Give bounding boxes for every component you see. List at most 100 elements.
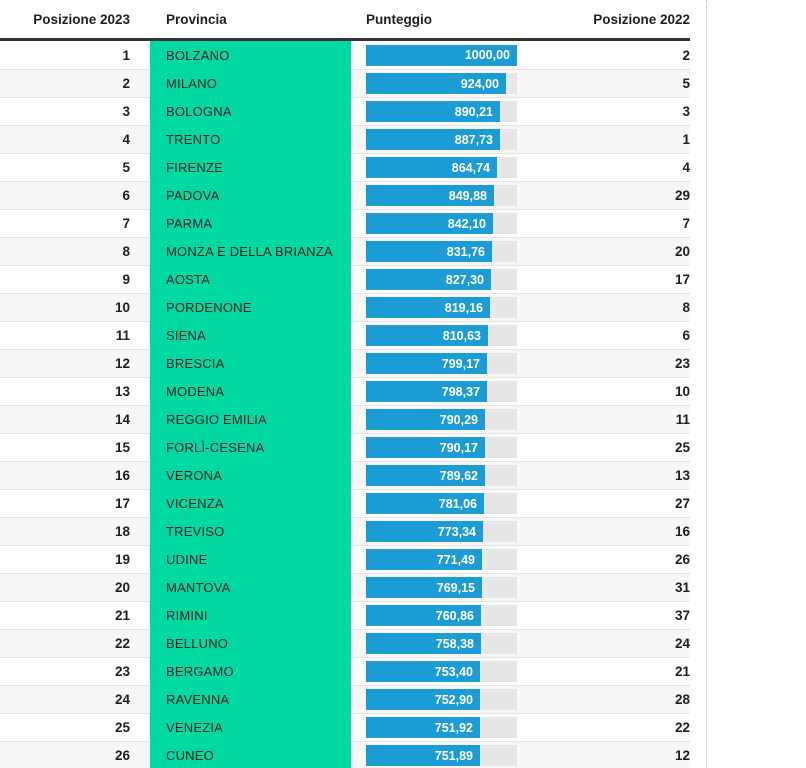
provincia-name: VICENZA (166, 495, 224, 511)
table-row: 17 VICENZA 781,06 27 (0, 489, 690, 517)
pos2023-value: 4 (122, 132, 130, 147)
table-body: 1 BOLZANO 1000,00 2 2 MILANO 924,00 (0, 41, 690, 768)
punteggio-value: 890,21 (454, 104, 493, 119)
punteggio-bar-track: 790,29 (366, 409, 517, 430)
pos2023-cell: 15 (0, 433, 150, 461)
pos2022-value: 31 (674, 580, 690, 595)
pos2022-value: 25 (674, 440, 690, 455)
punteggio-cell: 849,88 (351, 181, 551, 209)
punteggio-bar-fill: 1000,00 (366, 44, 517, 66)
punteggio-value: 887,73 (454, 132, 493, 147)
pos2022-value: 10 (674, 384, 690, 399)
provincia-cell: VICENZA (150, 489, 351, 517)
punteggio-bar-track: 831,76 (366, 241, 517, 262)
pos2022-cell: 16 (551, 517, 690, 545)
provincia-name: PORDENONE (166, 299, 252, 315)
pos2022-value: 5 (682, 76, 690, 91)
pos2022-cell: 21 (551, 657, 690, 685)
pos2022-cell: 26 (551, 545, 690, 573)
punteggio-bar-track: 771,49 (366, 549, 517, 570)
column-header-posizione-2023: Posizione 2023 (33, 11, 130, 27)
punteggio-value: 790,29 (439, 412, 478, 427)
table-row: 19 UDINE 771,49 26 (0, 545, 690, 573)
pos2022-value: 8 (682, 300, 690, 315)
table-row: 2 MILANO 924,00 5 (0, 69, 690, 97)
provincia-cell: VERONA (150, 461, 351, 489)
pos2023-value: 13 (114, 384, 130, 399)
provincia-name: REGGIO EMILIA (166, 411, 267, 427)
pos2023-value: 1 (122, 47, 130, 63)
table-row: 8 MONZA E DELLA BRIANZA 831,76 20 (0, 237, 690, 265)
pos2022-cell: 8 (551, 293, 690, 321)
pos2023-value: 7 (122, 216, 130, 231)
provincia-name: MILANO (166, 75, 218, 91)
provincia-cell: FIRENZE (150, 153, 351, 181)
provincia-name: BOLOGNA (166, 103, 232, 119)
table-row: 16 VERONA 789,62 13 (0, 461, 690, 489)
punteggio-value: 751,92 (434, 720, 473, 735)
pos2022-value: 26 (674, 552, 690, 567)
table-row: 25 VENEZIA 751,92 22 (0, 713, 690, 741)
punteggio-cell: 827,30 (351, 265, 551, 293)
punteggio-value: 849,88 (448, 188, 487, 203)
pos2023-cell: 3 (0, 97, 150, 125)
punteggio-cell: 819,16 (351, 293, 551, 321)
pos2023-value: 17 (114, 496, 130, 511)
punteggio-cell: 758,38 (351, 629, 551, 657)
punteggio-value: 790,17 (439, 440, 478, 455)
pos2022-cell: 12 (551, 741, 690, 768)
table-row: 20 MANTOVA 769,15 31 (0, 573, 690, 601)
punteggio-cell: 751,92 (351, 713, 551, 741)
table-row: 15 FORLÌ-CESENA 790,17 25 (0, 433, 690, 461)
punteggio-bar-fill: 781,06 (366, 493, 484, 514)
pos2023-value: 21 (114, 608, 130, 623)
pos2022-cell: 27 (551, 489, 690, 517)
provincia-cell: AOSTA (150, 265, 351, 293)
pos2023-cell: 13 (0, 377, 150, 405)
pos2022-value: 11 (675, 412, 690, 427)
punteggio-bar-fill: 842,10 (366, 213, 493, 234)
table-row: 24 RAVENNA 752,90 28 (0, 685, 690, 713)
provincia-name: MANTOVA (166, 579, 231, 595)
pos2022-cell: 28 (551, 685, 690, 713)
provincia-cell: TRENTO (150, 125, 351, 153)
pos2023-cell: 5 (0, 153, 150, 181)
provincia-name: TREVISO (166, 523, 225, 539)
punteggio-value: 760,86 (435, 608, 474, 623)
provincia-cell: BOLZANO (150, 41, 351, 69)
pos2022-value: 1 (682, 132, 690, 147)
table-row: 22 BELLUNO 758,38 24 (0, 629, 690, 657)
pos2023-value: 2 (122, 76, 130, 91)
pos2023-value: 11 (115, 328, 130, 343)
punteggio-bar-track: 1000,00 (366, 44, 517, 66)
punteggio-bar-track: 864,74 (366, 157, 517, 178)
punteggio-bar-fill: 773,34 (366, 521, 483, 542)
pos2022-cell: 5 (551, 69, 690, 97)
punteggio-cell: 924,00 (351, 69, 551, 97)
pos2022-value: 16 (674, 524, 690, 539)
table-row: 21 RIMINI 760,86 37 (0, 601, 690, 629)
pos2023-cell: 22 (0, 629, 150, 657)
pos2023-value: 12 (114, 356, 130, 371)
pos2022-cell: 23 (551, 349, 690, 377)
provincia-cell: RAVENNA (150, 685, 351, 713)
pos2023-cell: 26 (0, 741, 150, 768)
pos2022-cell: 10 (551, 377, 690, 405)
punteggio-value: 924,00 (460, 76, 499, 91)
table-header-row: Posizione 2023 Provincia Punteggio Posiz… (0, 0, 690, 41)
column-header-punteggio: Punteggio (366, 11, 432, 27)
punteggio-cell: 1000,00 (351, 41, 551, 69)
punteggio-value: 789,62 (439, 468, 478, 483)
punteggio-bar-track: 924,00 (366, 73, 517, 94)
pos2023-value: 10 (114, 300, 130, 315)
punteggio-bar-track: 751,89 (366, 745, 517, 766)
pos2023-value: 5 (122, 160, 130, 175)
provincia-cell: UDINE (150, 545, 351, 573)
provincia-cell: CUNEO (150, 741, 351, 768)
punteggio-bar-fill: 864,74 (366, 157, 497, 178)
punteggio-value: 753,40 (434, 664, 473, 679)
provincia-cell: RIMINI (150, 601, 351, 629)
table-row: 3 BOLOGNA 890,21 3 (0, 97, 690, 125)
provincia-cell: TREVISO (150, 517, 351, 545)
